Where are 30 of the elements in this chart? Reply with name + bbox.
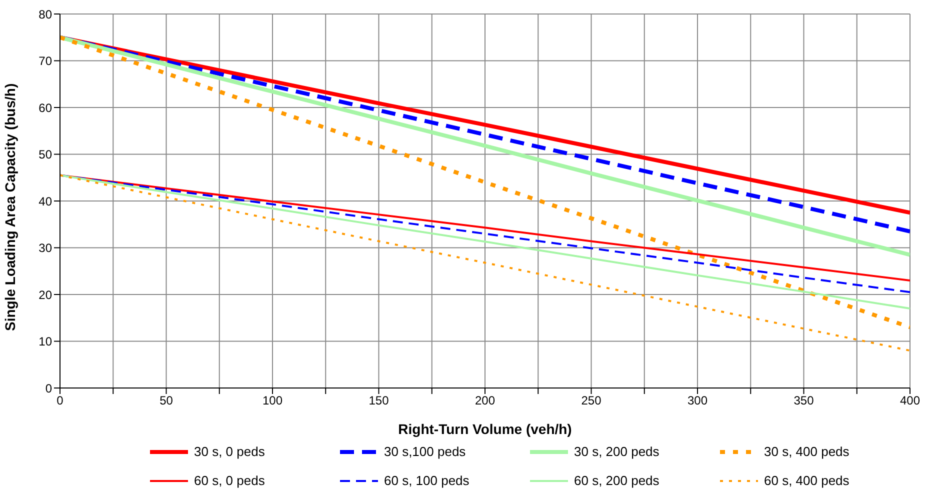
x-tick-label: 250: [581, 394, 602, 408]
x-tick-label: 350: [794, 394, 814, 408]
legend-label: 60 s, 0 peds: [194, 473, 265, 488]
legend-label: 30 s, 200 peds: [574, 444, 660, 459]
x-tick-label: 150: [368, 394, 390, 408]
legend-label: 60 s, 400 peds: [764, 473, 850, 488]
legend-label: 60 s, 200 peds: [574, 473, 660, 488]
x-tick-label: 100: [262, 394, 283, 408]
x-tick-label: 200: [474, 394, 496, 408]
y-tick-label: 10: [38, 334, 52, 349]
y-tick-label: 60: [38, 100, 52, 115]
y-tick-label: 0: [45, 381, 52, 396]
legend-label: 60 s, 100 peds: [384, 473, 470, 488]
x-tick-label: 400: [900, 394, 920, 408]
y-tick-label: 40: [38, 194, 52, 208]
x-tick-label: 0: [56, 394, 64, 408]
y-tick-label: 70: [38, 54, 52, 68]
legend-label: 30 s, 0 peds: [194, 444, 265, 459]
x-tick-label: 300: [687, 394, 708, 408]
line-series: [60, 174, 910, 352]
legend-label: 30 s,100 peds: [384, 444, 466, 459]
y-tick-label: 80: [38, 7, 52, 22]
y-tick-label: 30: [38, 241, 52, 256]
y-tick-label: 50: [38, 148, 52, 162]
x-tick-label: 50: [160, 394, 174, 408]
line-series: [60, 35, 910, 330]
x-axis-title: Right-Turn Volume (veh/h): [398, 421, 572, 437]
y-axis-title: Single Loading Area Capacity (bus/h): [2, 83, 18, 331]
y-tick-label: 20: [38, 288, 52, 302]
legend-label: 30 s, 400 peds: [764, 444, 850, 459]
